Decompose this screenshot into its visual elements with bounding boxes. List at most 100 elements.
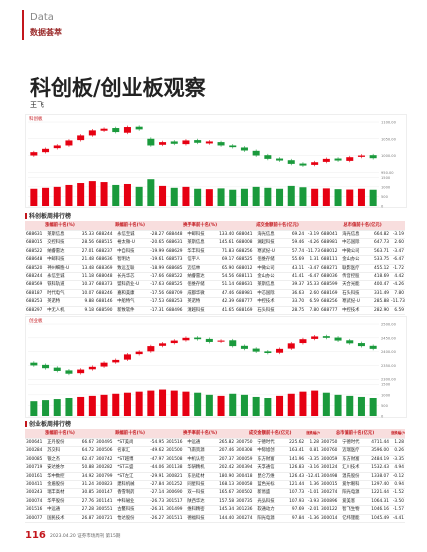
cell: 2.60 xyxy=(390,238,405,248)
cell: 致远互联 xyxy=(116,264,145,274)
cell: 688496 xyxy=(165,306,187,316)
cell: 华研精机 xyxy=(186,463,215,473)
frame xyxy=(25,316,407,418)
volume-tick-label: 0 xyxy=(381,205,384,209)
candle-body xyxy=(276,158,284,161)
cell: 180.90 xyxy=(214,472,236,482)
cell: 688590 xyxy=(95,306,117,316)
cell: 688041 xyxy=(320,230,342,240)
cell: 300077 xyxy=(25,514,47,524)
cell: 1045.49 xyxy=(369,514,391,524)
volume-bar xyxy=(100,182,108,206)
cell: 清越科技 xyxy=(186,306,215,316)
candle-body xyxy=(170,141,178,144)
cell: 300735 xyxy=(235,497,257,507)
candle-body xyxy=(299,163,307,166)
cell: 300059 xyxy=(235,455,257,465)
cell: 300823 xyxy=(95,480,117,490)
chart: 创业板 2300.00 2350.00 2400.00 2450.00 2500.00 0 5… xyxy=(25,316,407,418)
volume-bar xyxy=(42,400,50,416)
cell: 古鳌科技 xyxy=(116,505,145,515)
cell: 新易盛 xyxy=(256,488,285,498)
row: 300085 银之杰 62.47 300742 *ST越博 -47.97 301508 中机认… xyxy=(25,455,405,465)
cell: 285.88 xyxy=(369,297,391,307)
volume-tick-label: 1500 xyxy=(381,176,391,180)
cell: 中科磁业 xyxy=(116,497,145,507)
cell: 东方财富 xyxy=(256,455,285,465)
cell: 9.18 xyxy=(74,306,96,316)
cell: 168.13 xyxy=(214,480,236,490)
cell: 64.72 xyxy=(74,446,96,456)
cell: 688297 xyxy=(25,306,47,316)
table: 涨幅前十名(%) 跌幅前十名(%) 换手率前十名(%) 成交金额前十名(亿元) 总市值前… xyxy=(25,221,405,316)
volume-bar xyxy=(100,394,108,416)
candle-body xyxy=(357,155,365,157)
cell: 中微公司 xyxy=(341,247,370,257)
cell: 中远通 xyxy=(186,438,215,448)
cell: 300015 xyxy=(320,480,342,490)
cell: 9.88 xyxy=(74,297,96,307)
cell: 59.46 xyxy=(284,238,306,248)
cell: 中控技术 xyxy=(256,297,285,307)
cell: 225.62 xyxy=(284,438,306,448)
cell: 688256 xyxy=(320,297,342,307)
cell: 688111 xyxy=(320,255,342,265)
cell: -6.47 xyxy=(390,255,405,265)
cell: 688685 xyxy=(165,264,187,274)
cell: 26.87 xyxy=(74,514,96,524)
cell: 57.74 xyxy=(284,247,306,257)
cell: 300742 xyxy=(95,455,117,465)
cell: 300799 xyxy=(95,472,117,482)
cell: -28.27 xyxy=(144,230,166,240)
volume-tick-label: 1000 xyxy=(381,185,391,189)
cell: 688522 xyxy=(25,247,47,257)
volume-bar xyxy=(123,183,131,206)
row: 688648 中邮科技 21.48 688636 智明达 -19.61 688573 信宇人 6… xyxy=(25,255,405,265)
cell: -44.06 xyxy=(144,463,166,473)
volume-bar xyxy=(264,187,272,206)
cell: 300551 xyxy=(95,505,117,515)
row: 688015 交控科技 28.56 688515 裕太微-U -20.65 688631 莱斯… xyxy=(25,238,405,248)
cell: 21.48 xyxy=(74,255,96,265)
cell: -17.56 xyxy=(144,289,166,299)
cell: 飞南资源 xyxy=(186,446,215,456)
cell: 28.75 xyxy=(284,306,306,316)
candle-body xyxy=(264,155,272,159)
candle-body xyxy=(240,147,248,151)
volume-tick-label: 500 xyxy=(381,404,389,408)
cell: 33.70 xyxy=(284,297,306,307)
cell: 126.83 xyxy=(284,463,306,473)
sub-header: 涨跌幅(%) xyxy=(305,429,321,439)
row: 688187 时代电气 10.07 688246 嘉和美康 -17.56 688709 成都华… xyxy=(25,289,405,299)
candle-body xyxy=(159,142,167,145)
cell: 42.39 xyxy=(214,297,236,307)
cell: -20.65 xyxy=(144,238,166,248)
cell: 300274 xyxy=(320,488,342,498)
cell: -47.97 xyxy=(144,455,166,465)
cell: 688244 xyxy=(25,272,47,282)
page-number: 116 xyxy=(25,530,46,541)
volume-bar xyxy=(357,188,365,206)
cell: 佰维存储 xyxy=(186,280,215,290)
cell: 纳睿雷达 xyxy=(46,247,75,257)
cell: 69.17 xyxy=(214,255,236,265)
cell: 30.85 xyxy=(74,488,96,498)
cell: -27.84 xyxy=(144,480,166,490)
cell: 中机认检 xyxy=(186,455,215,465)
cell: 688648 xyxy=(25,255,47,265)
cell: 97.69 xyxy=(284,505,306,515)
y-tick-label: 950.00 xyxy=(381,171,394,175)
cell: 300243 xyxy=(25,488,47,498)
cell: 6.59 xyxy=(305,297,321,307)
cell: 海光信息 xyxy=(341,230,370,240)
cell: 联影医疗 xyxy=(341,264,370,274)
row: 301516 中远通 27.28 300551 古鳌科技 -26.31 301499 维科精密… xyxy=(25,505,405,515)
cell: 121.44 xyxy=(284,480,306,490)
candle-body xyxy=(357,343,365,347)
candle-body xyxy=(334,337,342,341)
cell: 145.61 xyxy=(214,238,236,248)
volume-bar xyxy=(205,394,213,416)
cell: 爱美客 xyxy=(341,497,370,507)
cell: 4711.44 xyxy=(369,438,391,448)
cell: 66.67 xyxy=(74,438,96,448)
